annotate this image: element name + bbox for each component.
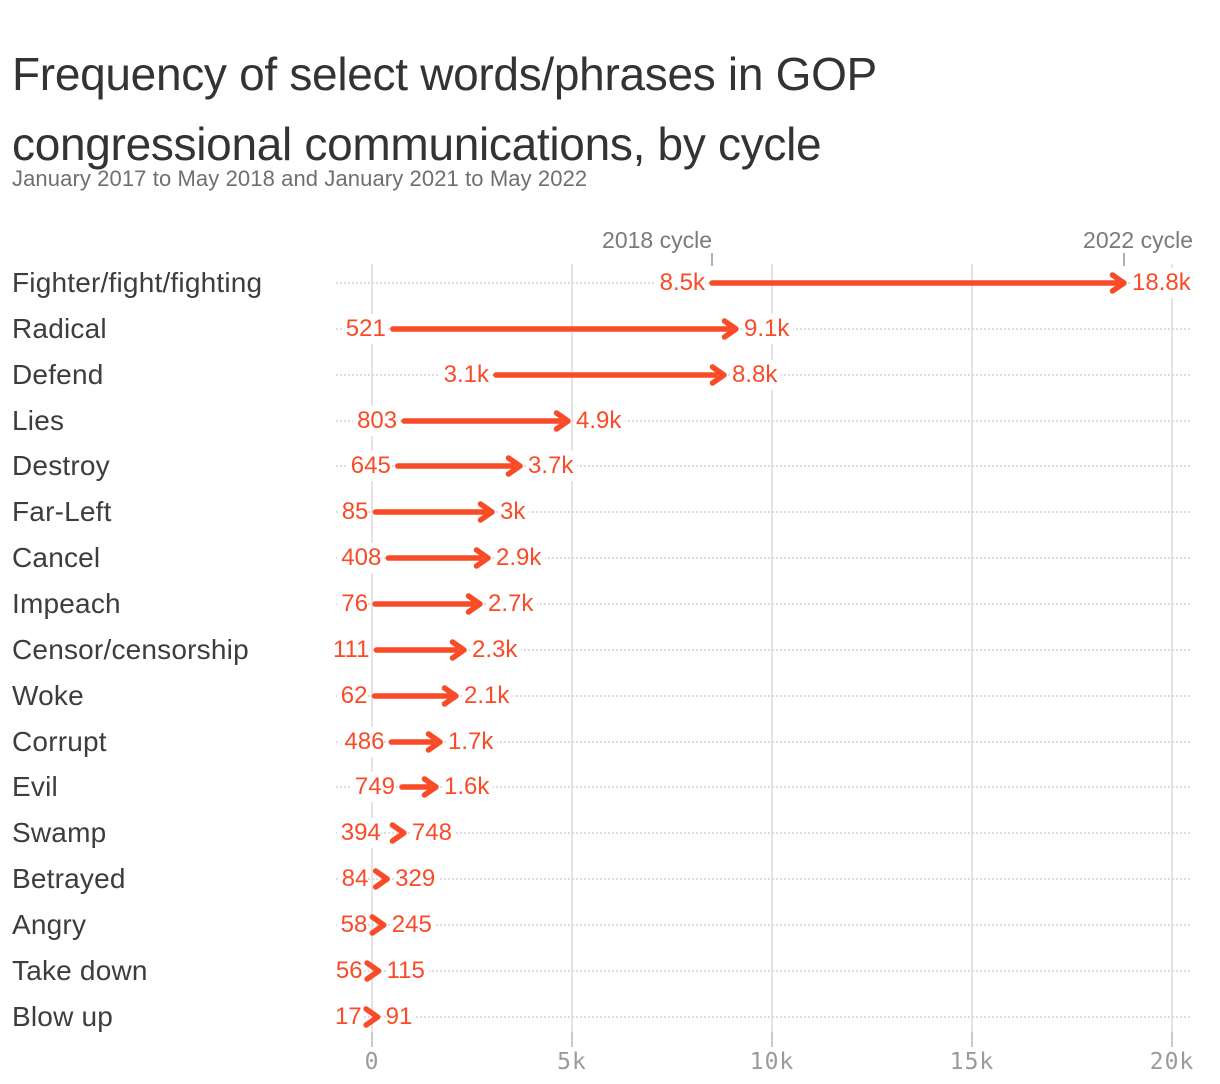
axis-tick-label: 0 bbox=[364, 1049, 380, 1075]
row-label: Radical bbox=[12, 313, 107, 344]
leader-line bbox=[336, 741, 1190, 743]
axis-tick-label: 10k bbox=[749, 1049, 795, 1075]
start-value-label: 111 bbox=[328, 635, 370, 665]
row-label: Defend bbox=[12, 359, 104, 390]
start-value-label: 645 bbox=[346, 451, 391, 481]
row-label: Angry bbox=[12, 909, 87, 940]
start-value-label: 84 bbox=[337, 864, 369, 894]
axis-tick-label: 15k bbox=[949, 1049, 995, 1075]
axis-tick-label: 5k bbox=[557, 1049, 587, 1075]
axis-tick bbox=[771, 1032, 773, 1047]
start-value-label: 3.1k bbox=[439, 360, 489, 390]
row-label: Woke bbox=[12, 680, 84, 711]
annotation-2022-cycle: 2022 cycle bbox=[1083, 227, 1193, 253]
gridline bbox=[1171, 264, 1173, 1032]
end-value-label: 329 bbox=[395, 864, 440, 894]
start-value-label: 85 bbox=[337, 497, 369, 527]
leader-line bbox=[336, 786, 1190, 788]
end-value-label: 2.9k bbox=[496, 543, 546, 573]
end-value-label: 115 bbox=[386, 956, 429, 986]
annotation-2018-cycle: 2018 cycle bbox=[602, 227, 712, 253]
leader-line bbox=[336, 420, 1190, 422]
end-value-label: 18.8k bbox=[1132, 268, 1195, 298]
annotation-tick bbox=[711, 253, 713, 266]
end-value-label: 9.1k bbox=[744, 314, 794, 344]
row-label: Censor/censorship bbox=[12, 634, 249, 665]
axis-tick-label: 20k bbox=[1149, 1049, 1195, 1075]
axis-tick bbox=[971, 1032, 973, 1047]
row-label: Lies bbox=[12, 405, 65, 436]
row-label: Evil bbox=[12, 771, 58, 802]
start-value-label: 408 bbox=[337, 543, 382, 573]
leader-line bbox=[336, 649, 1190, 651]
row-label: Swamp bbox=[12, 817, 107, 848]
leader-line bbox=[336, 924, 1190, 926]
axis-tick bbox=[571, 1032, 573, 1047]
row-label: Destroy bbox=[12, 450, 110, 481]
start-value-label: 62 bbox=[336, 681, 368, 711]
gridline bbox=[571, 264, 573, 1032]
start-value-label: 56 bbox=[331, 956, 363, 986]
end-value-label: 2.7k bbox=[488, 589, 538, 619]
axis-tick bbox=[1171, 1032, 1173, 1047]
row-label: Take down bbox=[12, 955, 148, 986]
gridline bbox=[771, 264, 773, 1032]
leader-line bbox=[336, 511, 1190, 513]
start-value-label: 803 bbox=[353, 406, 398, 436]
leader-line bbox=[336, 1016, 1190, 1018]
page-title: Frequency of select words/phrases in GOP… bbox=[12, 47, 877, 170]
start-value-label: 749 bbox=[350, 772, 395, 802]
end-value-label: 2.1k bbox=[464, 681, 514, 711]
leader-line bbox=[336, 695, 1190, 697]
leader-line bbox=[336, 878, 1190, 880]
annotation-tick bbox=[1123, 253, 1125, 266]
leader-line bbox=[336, 832, 1190, 834]
row-label: Corrupt bbox=[12, 726, 107, 757]
leader-line bbox=[336, 557, 1190, 559]
end-value-label: 4.9k bbox=[576, 406, 626, 436]
end-value-label: 1.6k bbox=[444, 772, 494, 802]
end-value-label: 2.3k bbox=[472, 635, 522, 665]
start-value-label: 394 bbox=[336, 818, 381, 848]
row-label: Fighter/fight/fighting bbox=[12, 267, 263, 298]
gridline bbox=[371, 264, 373, 1032]
end-value-label: 91 bbox=[385, 1002, 417, 1032]
row-label: Far-Left bbox=[12, 496, 112, 527]
end-value-label: 8.8k bbox=[732, 360, 782, 390]
row-label: Betrayed bbox=[12, 863, 126, 894]
end-value-label: 3k bbox=[500, 497, 530, 527]
leader-line bbox=[336, 282, 1190, 284]
start-value-label: 76 bbox=[337, 589, 369, 619]
page-subtitle: January 2017 to May 2018 and January 202… bbox=[12, 166, 588, 191]
gridline bbox=[971, 264, 973, 1032]
axis-tick bbox=[371, 1032, 373, 1047]
row-label: Impeach bbox=[12, 588, 121, 619]
leader-line bbox=[336, 603, 1190, 605]
start-value-label: 17 bbox=[330, 1002, 362, 1032]
end-value-label: 748 bbox=[411, 818, 456, 848]
end-value-label: 1.7k bbox=[448, 727, 498, 757]
leader-line bbox=[336, 970, 1190, 972]
start-value-label: 58 bbox=[336, 910, 368, 940]
row-label: Blow up bbox=[12, 1001, 114, 1032]
row-label: Cancel bbox=[12, 542, 101, 573]
start-value-label: 8.5k bbox=[655, 268, 705, 298]
start-value-label: 486 bbox=[340, 727, 385, 757]
end-value-label: 245 bbox=[391, 910, 436, 940]
end-value-label: 3.7k bbox=[528, 451, 578, 481]
start-value-label: 521 bbox=[341, 314, 386, 344]
leader-line bbox=[336, 465, 1190, 467]
